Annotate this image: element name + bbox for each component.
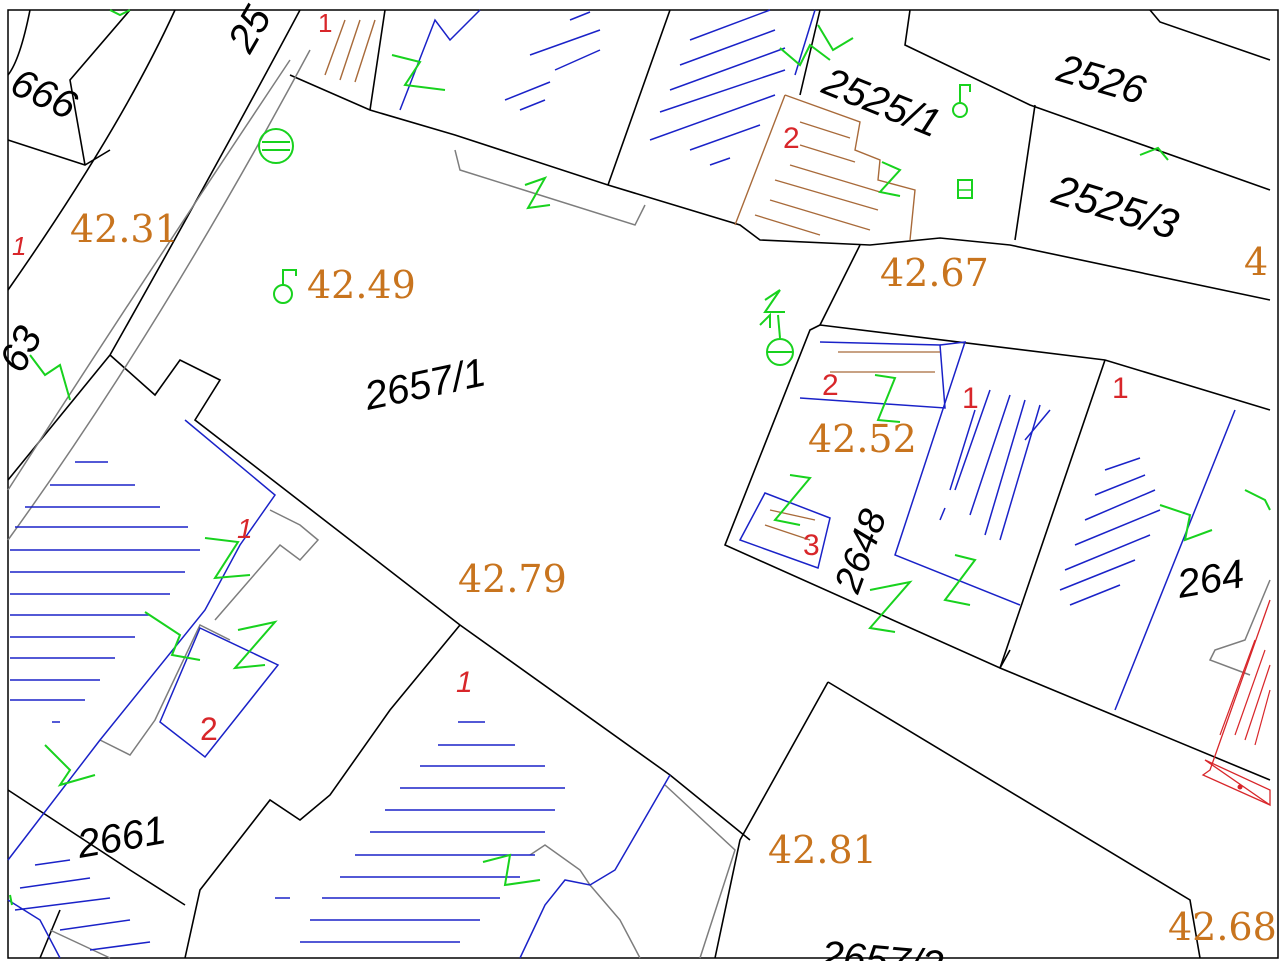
elevation-label: 42.49 xyxy=(307,263,416,307)
powerline-icon xyxy=(524,176,551,210)
powerline-icon xyxy=(779,43,831,67)
powerline-icon xyxy=(1244,489,1271,511)
powerline-icon xyxy=(878,161,902,197)
parcel-numbers: 2526 2525/1 2525/3 2657/1 2648 2661 2657… xyxy=(0,0,1247,961)
parcel-number-2657-2: 2657/2 xyxy=(818,933,945,961)
floor-count-label: 2 xyxy=(200,711,218,747)
powerline-icon xyxy=(29,354,71,401)
powerline-icon xyxy=(144,611,201,661)
parcel-number-2526: 2526 xyxy=(1052,46,1151,113)
brown-building xyxy=(324,19,940,541)
red-building xyxy=(1201,599,1271,807)
elevation-label: 42.67 xyxy=(880,251,989,295)
powerline-icon xyxy=(868,580,913,633)
floor-count-label: 1 xyxy=(12,231,26,261)
parcel-number-2648: 2648 xyxy=(827,504,896,599)
floor-count-label: 1 xyxy=(456,666,473,699)
parcel-number-2525-3: 2525/3 xyxy=(1046,165,1184,248)
powerline-icon xyxy=(9,894,13,906)
box-icon xyxy=(957,179,973,199)
elevation-label: 42.31 xyxy=(70,207,179,251)
hydrant-icon xyxy=(952,84,971,118)
powerline-icon xyxy=(391,54,446,91)
elevation-label: 42.52 xyxy=(808,417,917,461)
floor-count-label: 1 xyxy=(237,513,253,544)
floor-count-label: 3 xyxy=(803,529,820,562)
utility-symbols xyxy=(9,9,1271,906)
powerline-icon xyxy=(44,744,96,787)
powerline-icon xyxy=(482,853,541,887)
elevation-label: 42.68 xyxy=(1168,905,1277,949)
floor-counts: 1 2 1 2 1 1 3 1 2 1 xyxy=(12,8,1129,747)
parcel-number-25: 25 xyxy=(219,0,280,60)
powerline-icon xyxy=(1139,146,1169,161)
powerline-icon xyxy=(773,474,812,526)
map-frame xyxy=(7,9,1279,959)
elevation-label: 42.79 xyxy=(458,557,567,601)
floor-count-label: 1 xyxy=(318,8,332,38)
powerline-icon xyxy=(1159,504,1213,542)
red-point-icon xyxy=(1237,784,1243,790)
powerline-icon xyxy=(109,9,131,17)
powerline-icon xyxy=(232,620,278,670)
floor-count-label: 2 xyxy=(822,369,839,402)
parcel-number-2661: 2661 xyxy=(73,808,169,867)
hydrant-icon xyxy=(759,289,794,366)
elevation-labels: 42.31 42.49 42.67 42.52 42.79 42.81 42.6… xyxy=(70,207,1277,949)
elevation-label: 42.81 xyxy=(768,828,877,872)
parcel-number-264: 264 xyxy=(1173,552,1247,607)
elevation-label: 4 xyxy=(1244,240,1268,284)
powerline-icon xyxy=(874,374,901,423)
floor-count-label: 2 xyxy=(783,122,800,155)
hydrant-icon xyxy=(273,269,297,304)
floor-count-label: 1 xyxy=(1112,372,1129,405)
building-outlines xyxy=(7,9,1236,959)
parcel-number-666: 666 xyxy=(4,60,84,128)
powerline-icon xyxy=(943,554,977,606)
gray-outlines xyxy=(7,49,1271,959)
parcel-number-2657-1: 2657/1 xyxy=(360,350,490,419)
floor-count-label: 1 xyxy=(962,382,979,415)
parcel-boundaries xyxy=(7,9,1271,959)
building-hatching xyxy=(10,9,1161,951)
manhole-icon xyxy=(258,128,294,164)
powerline-icon xyxy=(204,537,251,580)
powerline-icon xyxy=(817,24,854,52)
